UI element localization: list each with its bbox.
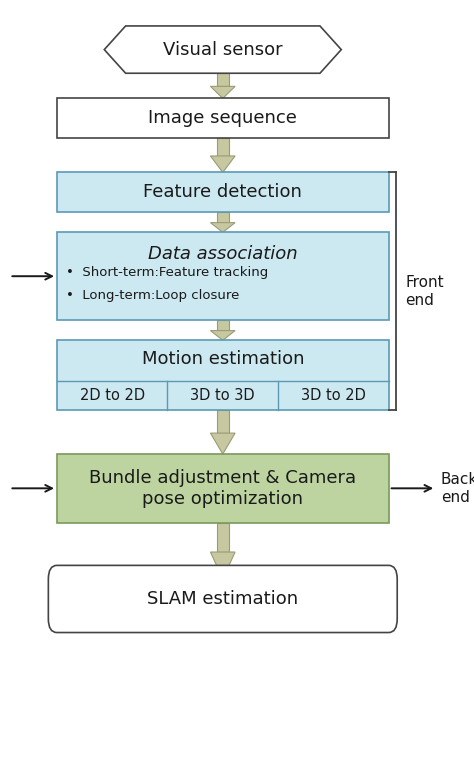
Text: 3D to 2D: 3D to 2D [301,388,366,404]
Text: Data association: Data association [148,245,298,263]
Bar [57,340,389,410]
Bar [57,172,389,212]
Text: Bundle adjustment & Camera
pose optimization: Bundle adjustment & Camera pose optimiza… [89,469,356,507]
Text: 2D to 2D: 2D to 2D [80,388,145,404]
Bar [57,232,389,320]
Polygon shape [210,330,235,340]
Bar [217,73,229,86]
Polygon shape [210,552,235,579]
Polygon shape [104,26,341,73]
Text: •  Short-term:Feature tracking: • Short-term:Feature tracking [66,266,269,279]
Bar [57,454,389,523]
Text: Motion estimation: Motion estimation [142,350,304,369]
Text: 3D to 3D: 3D to 3D [191,388,255,404]
Polygon shape [210,156,235,172]
Polygon shape [210,223,235,232]
Bar [217,320,229,330]
Text: Visual sensor: Visual sensor [163,40,283,59]
Text: Front
end: Front end [405,275,444,307]
Text: Feature detection: Feature detection [143,183,302,201]
Text: Image sequence: Image sequence [148,109,297,127]
Bar [217,410,229,433]
Polygon shape [210,433,235,454]
Text: Back
end: Back end [441,472,474,504]
Bar [217,212,229,223]
Bar [217,138,229,156]
Text: •  Long-term:Loop closure: • Long-term:Loop closure [66,289,240,302]
Bar [217,523,229,552]
FancyBboxPatch shape [48,565,397,633]
Bar [57,98,389,138]
Text: SLAM estimation: SLAM estimation [147,590,298,608]
Polygon shape [210,86,235,98]
